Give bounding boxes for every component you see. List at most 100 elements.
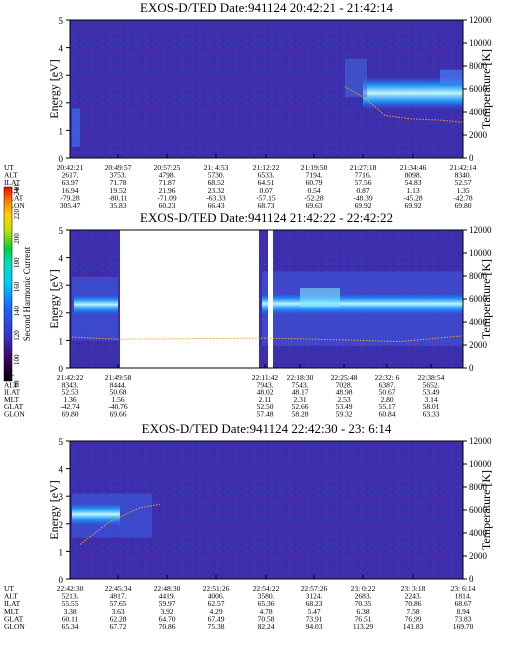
energy-axis-label: Energy [eV] bbox=[47, 59, 61, 118]
glon-value: 70.86 bbox=[159, 622, 176, 631]
ilat-value: 57.56 bbox=[355, 178, 372, 187]
mlt-value: 2.11 bbox=[259, 395, 272, 404]
temperature-trace bbox=[71, 335, 464, 343]
alt-value: 5730. bbox=[208, 171, 225, 180]
row-label-glat: GLAT bbox=[4, 402, 24, 411]
glon-value: 68.73 bbox=[258, 201, 275, 210]
glat-value: 67.49 bbox=[208, 614, 225, 623]
ilat-value: 64.51 bbox=[258, 178, 275, 187]
glat-value: -40.76 bbox=[108, 402, 128, 411]
ut-value: 22:38:54 bbox=[418, 373, 445, 382]
glat-value: -63.33 bbox=[206, 193, 226, 202]
mlt-value: 0.87 bbox=[356, 186, 369, 195]
mlt-value: 21.96 bbox=[159, 186, 176, 195]
energy-tick-label: 2 bbox=[59, 309, 64, 319]
colorbar: 80 100 120 140 160 180 200 220 240 Second Harmoni… bbox=[3, 184, 32, 388]
alt-value: 3124. bbox=[306, 592, 323, 601]
row-label-mlt: MLT bbox=[4, 607, 20, 616]
mlt-value: 1.35 bbox=[456, 186, 469, 195]
ilat-value: 63.97 bbox=[62, 178, 79, 187]
ilat-value: 48.17 bbox=[292, 388, 309, 397]
alt-value: 7943. bbox=[257, 380, 274, 389]
glat-value: -45.28 bbox=[403, 193, 423, 202]
band-bright-patch bbox=[300, 287, 340, 308]
mlt-value: 3.92 bbox=[160, 607, 173, 616]
glat-value: 64.70 bbox=[159, 614, 176, 623]
glon-value: 69.80 bbox=[62, 410, 79, 419]
ut-value: 21:27:18 bbox=[350, 163, 377, 172]
colorbar-tick-label: 80 bbox=[13, 380, 21, 388]
alt-value: 7194. bbox=[306, 171, 323, 180]
ilat-value: 48.02 bbox=[257, 388, 274, 397]
energy-tick-label: 1 bbox=[59, 547, 64, 557]
ut-value: 20:49:57 bbox=[105, 163, 132, 172]
energy-axis-label: Energy [eV] bbox=[47, 480, 61, 539]
alt-value: 3580. bbox=[258, 592, 275, 601]
temperature-tick-label: 10000 bbox=[469, 38, 492, 48]
glon-value: 58.28 bbox=[292, 410, 309, 419]
glat-value: 60.11 bbox=[62, 614, 79, 623]
mlt-value: 1.36 bbox=[63, 395, 76, 404]
band-extension bbox=[440, 69, 463, 84]
colorbar-tick-label: 120 bbox=[13, 330, 21, 341]
panel-title: EXOS-D/TED Date:941124 22:42:30 - 23: 6:… bbox=[142, 421, 392, 436]
ut-value: 23: 6:14 bbox=[451, 584, 476, 593]
alt-value: 4419. bbox=[159, 592, 176, 601]
temperature-tick-label: 8000 bbox=[469, 61, 488, 71]
energy-tick-label: 1 bbox=[59, 336, 64, 346]
ilat-value: 52.57 bbox=[455, 178, 472, 187]
ilat-value: 68.52 bbox=[208, 178, 225, 187]
glat-value: 52.66 bbox=[292, 402, 309, 411]
alt-value: 6533. bbox=[258, 171, 275, 180]
data-gap-1 bbox=[120, 230, 259, 368]
mlt-value: 19.52 bbox=[110, 186, 127, 195]
mlt-value: 8.94 bbox=[456, 607, 469, 616]
energy-tick-label: 3 bbox=[59, 281, 64, 291]
row-label-alt: ALT bbox=[4, 380, 18, 389]
ilat-value: 71.78 bbox=[110, 178, 127, 187]
glat-value: 58.01 bbox=[423, 402, 440, 411]
alt-value: 8343. bbox=[62, 380, 79, 389]
colorbar-tick-label: 140 bbox=[13, 306, 21, 317]
temperature-tick-label: 12000 bbox=[469, 15, 492, 25]
ilat-value: 62.57 bbox=[208, 599, 225, 608]
alt-value: 2243. bbox=[405, 592, 422, 601]
energy-tick-label: 5 bbox=[59, 16, 64, 26]
glon-value: 69.66 bbox=[110, 410, 127, 419]
energy-tick-label: 5 bbox=[59, 226, 64, 236]
alt-value: 8340. bbox=[455, 171, 472, 180]
temperature-tick-label: 2000 bbox=[469, 340, 488, 350]
mlt-value: 3.38 bbox=[63, 607, 76, 616]
row-label-glat: GLAT bbox=[4, 614, 24, 623]
ut-value: 21:12:22 bbox=[253, 163, 280, 172]
ilat-value: 55.55 bbox=[62, 599, 79, 608]
ilat-value: 59.97 bbox=[159, 599, 176, 608]
band-core bbox=[72, 503, 120, 526]
ut-value: 21:49:58 bbox=[105, 373, 132, 382]
alt-value: 4006. bbox=[208, 592, 225, 601]
ut-value: 23: 3:18 bbox=[401, 584, 426, 593]
ilat-value: 65.36 bbox=[258, 599, 275, 608]
mlt-value: 23.32 bbox=[208, 186, 225, 195]
row-label-alt: ALT bbox=[4, 171, 18, 180]
mlt-value: 1.56 bbox=[111, 395, 124, 404]
ephemeris-table: UTALTILATMLTGLATGLON20:42:2120:49:5720:5… bbox=[4, 163, 477, 210]
ion-band bbox=[345, 58, 463, 110]
row-label-ut: UT bbox=[4, 584, 14, 593]
temperature-tick-label: 6000 bbox=[469, 294, 488, 304]
glat-value: -80.11 bbox=[108, 193, 127, 202]
glat-value: 70.58 bbox=[258, 614, 275, 623]
glon-value: 60.23 bbox=[159, 201, 176, 210]
glat-value: -52.28 bbox=[304, 193, 324, 202]
mlt-value: 16.94 bbox=[62, 186, 79, 195]
ut-value: 20:57:25 bbox=[154, 163, 181, 172]
glat-value: 52.50 bbox=[257, 402, 274, 411]
glat-value: -57.15 bbox=[256, 193, 276, 202]
alt-value: 5213. bbox=[62, 592, 79, 601]
energy-tick-label: 0 bbox=[59, 575, 64, 585]
ut-value: 21:42:14 bbox=[450, 163, 477, 172]
ilat-value: 53.49 bbox=[423, 388, 440, 397]
temperature-tick-label: 8000 bbox=[469, 271, 488, 281]
temperature-axis-label: Temperature [K] bbox=[479, 470, 493, 550]
